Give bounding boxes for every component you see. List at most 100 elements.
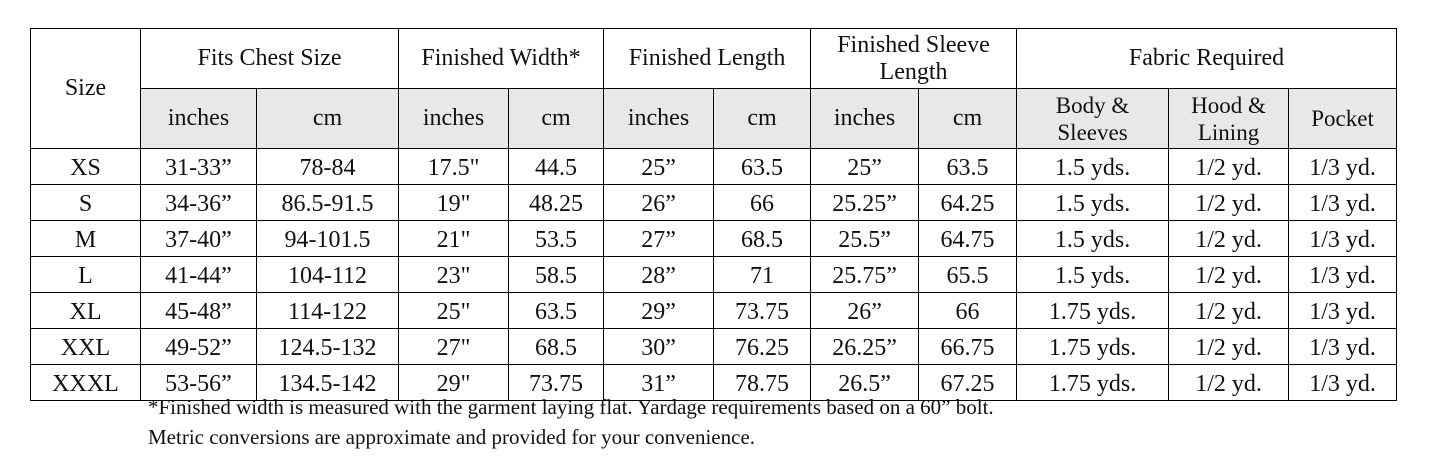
- cell: 48.25: [508, 184, 605, 221]
- cell: 65.5: [918, 256, 1018, 293]
- cell: 53.5: [508, 220, 605, 257]
- cell: 19": [398, 184, 510, 221]
- cell: L: [30, 256, 141, 293]
- cell: 49-52”: [140, 328, 257, 365]
- size-table: Size Fits Chest Size Finished Width* Finish…: [30, 28, 1398, 401]
- cell: 58.5: [508, 256, 605, 293]
- subheader: cm: [918, 88, 1018, 149]
- subheader: cm: [508, 88, 605, 149]
- cell: 76.25: [713, 328, 812, 365]
- group-header: Finished Width*: [398, 28, 605, 89]
- group-header: Fits Chest Size: [139, 28, 400, 89]
- subheader-row: inches cm inches cm inches cm inches cm Body & S…: [31, 88, 1398, 149]
- cell: 1/2 yd.: [1168, 364, 1290, 401]
- subheader: Body & Sleeves: [1016, 88, 1170, 149]
- cell: 17.5": [398, 148, 510, 185]
- cell: 73.75: [713, 292, 812, 329]
- cell: XXXL: [30, 364, 141, 401]
- cell: 25.75”: [810, 256, 920, 293]
- data-row: XXL 49-52” 124.5-132 27" 68.5 30” 76.25 26.25” 6…: [30, 328, 1398, 365]
- cell: 71: [713, 256, 812, 293]
- cell: 25.25”: [810, 184, 920, 221]
- cell: 124.5-132: [255, 328, 400, 365]
- cell: 1/3 yd.: [1288, 148, 1398, 185]
- subheader: inches: [140, 88, 257, 149]
- cell: 25”: [810, 148, 920, 185]
- cell: 68.5: [508, 328, 605, 365]
- cell: 1.75 yds.: [1016, 292, 1170, 329]
- cell: 31-33”: [140, 148, 257, 185]
- cell: 37-40”: [140, 220, 257, 257]
- cell: 66: [713, 184, 812, 221]
- cell: 1/3 yd.: [1288, 292, 1398, 329]
- cell: S: [30, 184, 141, 221]
- cell: 1.75 yds.: [1016, 328, 1170, 365]
- cell: 25.5”: [810, 220, 920, 257]
- cell: 1.5 yds.: [1016, 184, 1170, 221]
- cell: 1.5 yds.: [1016, 256, 1170, 293]
- cell: 66: [918, 292, 1018, 329]
- cell: 41-44”: [140, 256, 257, 293]
- cell: 21": [398, 220, 510, 257]
- group-header: Fabric Required: [1016, 28, 1398, 89]
- group-header: Finished Length: [603, 28, 812, 89]
- cell: 34-36”: [140, 184, 257, 221]
- size-header: Size: [30, 28, 141, 149]
- cell: 66.75: [918, 328, 1018, 365]
- cell: 1/2 yd.: [1168, 328, 1290, 365]
- data-row: L 41-44” 104-112 23" 58.5 28” 71 25.75” 65.5 1.5 …: [30, 256, 1398, 293]
- cell: 27”: [603, 220, 715, 257]
- cell: 44.5: [508, 148, 605, 185]
- cell: 29": [398, 364, 510, 401]
- cell: 63.5: [713, 148, 812, 185]
- cell: 1.5 yds.: [1016, 220, 1170, 257]
- cell: 1/3 yd.: [1288, 328, 1398, 365]
- data-row: XL 45-48” 114-122 25" 63.5 29” 73.75 26” 66 1.75 …: [30, 292, 1398, 329]
- cell: XXL: [30, 328, 141, 365]
- cell: 23": [398, 256, 510, 293]
- cell: 53-56”: [140, 364, 257, 401]
- cell: M: [30, 220, 141, 257]
- cell: 64.25: [918, 184, 1018, 221]
- cell: 26”: [810, 292, 920, 329]
- cell: 134.5-142: [255, 364, 400, 401]
- cell: 1/3 yd.: [1288, 220, 1398, 257]
- data-row: XXXL 53-56” 134.5-142 29" 73.75 31” 78.75 26.5”…: [30, 364, 1398, 401]
- cell: 68.5: [713, 220, 812, 257]
- header-row: Size Fits Chest Size Finished Width* Finish…: [30, 28, 1398, 149]
- cell: 67.25: [918, 364, 1018, 401]
- subheader: inches: [810, 88, 920, 149]
- cell: 26.5”: [810, 364, 920, 401]
- group-header: Finished Sleeve Length: [810, 28, 1018, 89]
- subheader: Pocket: [1288, 88, 1398, 149]
- cell: XL: [30, 292, 141, 329]
- cell: 1/2 yd.: [1168, 184, 1290, 221]
- cell: 1/2 yd.: [1168, 220, 1290, 257]
- data-row: S 34-36” 86.5-91.5 19" 48.25 26” 66 25.25” 64.25…: [30, 184, 1398, 221]
- cell: 27": [398, 328, 510, 365]
- cell: 63.5: [508, 292, 605, 329]
- cell: XS: [30, 148, 141, 185]
- cell: 64.75: [918, 220, 1018, 257]
- cell: 1.5 yds.: [1016, 148, 1170, 185]
- footnote: *Finished width is measured with the gar…: [148, 395, 994, 419]
- data-row: XS 31-33” 78-84 17.5" 44.5 25” 63.5 25” 63.5 1.5 …: [30, 148, 1398, 185]
- cell: 28”: [603, 256, 715, 293]
- subheader: inches: [603, 88, 715, 149]
- cell: 114-122: [255, 292, 400, 329]
- cell: 25": [398, 292, 510, 329]
- subheader: cm: [255, 88, 400, 149]
- cell: 73.75: [508, 364, 605, 401]
- cell: 94-101.5: [255, 220, 400, 257]
- cell: 1/2 yd.: [1168, 292, 1290, 329]
- cell: 25”: [603, 148, 715, 185]
- cell: 45-48”: [140, 292, 257, 329]
- cell: 1.75 yds.: [1016, 364, 1170, 401]
- cell: 1/2 yd.: [1168, 256, 1290, 293]
- cell: 1/3 yd.: [1288, 364, 1398, 401]
- cell: 31”: [603, 364, 715, 401]
- cell: 26.25”: [810, 328, 920, 365]
- subheader: Hood & Lining: [1168, 88, 1290, 149]
- cell: 26”: [603, 184, 715, 221]
